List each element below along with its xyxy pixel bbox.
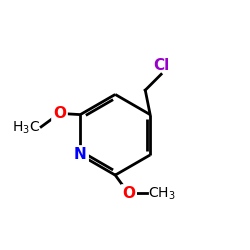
Text: CH$_3$: CH$_3$ <box>148 185 176 202</box>
Text: N: N <box>74 148 87 162</box>
Text: O: O <box>122 186 135 201</box>
Text: H$_3$C: H$_3$C <box>12 119 40 136</box>
Text: O: O <box>53 106 66 121</box>
Text: Cl: Cl <box>153 58 169 73</box>
